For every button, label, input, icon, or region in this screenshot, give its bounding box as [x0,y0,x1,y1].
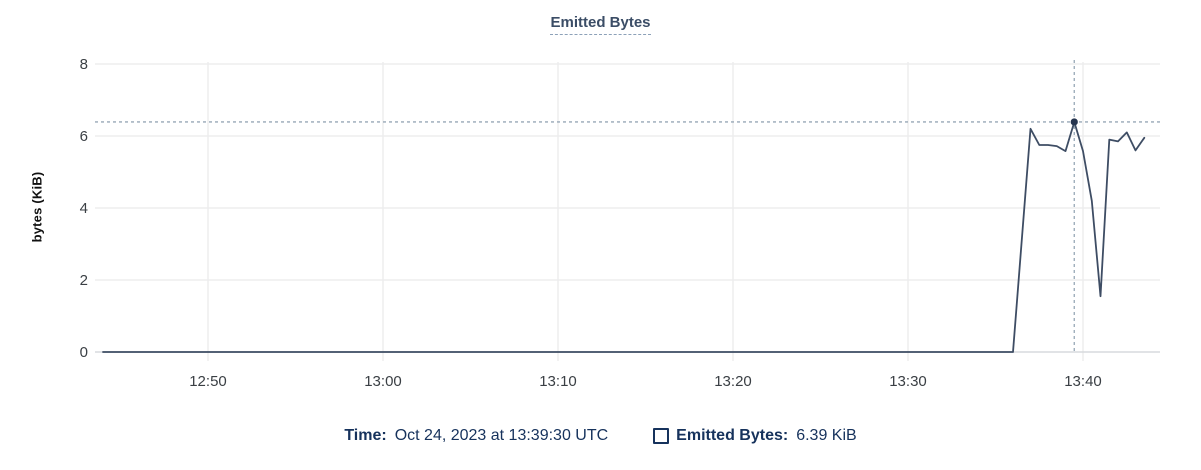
legend-time-value: Oct 24, 2023 at 13:39:30 UTC [394,427,609,444]
x-tick-label: 13:10 [539,373,577,390]
legend-bar: Time: Oct 24, 2023 at 13:39:30 UTC Emitt… [0,427,1201,445]
x-tick-label: 13:20 [714,373,752,390]
x-tick-label: 13:40 [1064,373,1102,390]
y-tick-label: 4 [80,200,88,217]
y-tick-label: 6 [80,128,88,145]
y-tick-label: 8 [80,56,88,73]
legend-time: Time: Oct 24, 2023 at 13:39:30 UTC [344,427,608,445]
hover-point-marker [1070,118,1078,126]
title-row: Emitted Bytes [0,14,1201,35]
x-axis-tick-labels: 12:50 13:00 13:10 13:20 13:30 13:40 [189,373,1102,390]
crosshair-dashed-lines [95,60,1160,352]
x-tick-label: 12:50 [189,373,227,390]
legend-series-label: Emitted Bytes: [676,427,789,444]
x-tick-label: 13:00 [364,373,402,390]
legend-item-emitted-bytes[interactable]: Emitted Bytes: 6.39 KiB [653,427,857,445]
gridlines [95,62,1160,361]
line-chart-plot-area[interactable]: 8 6 4 2 0 12:50 13:00 13:10 13:20 13:30 13:40 [0,0,1201,400]
y-tick-label: 0 [80,344,88,361]
emitted-bytes-line [102,121,1146,353]
legend-swatch-icon [653,428,670,444]
y-tick-label: 2 [80,272,88,289]
chart-title[interactable]: Emitted Bytes [550,14,651,35]
legend-time-label: Time: [344,427,387,444]
x-tick-label: 13:30 [889,373,927,390]
y-axis-title: bytes (KiB) [29,171,45,243]
legend-series-value: 6.39 KiB [796,427,857,444]
y-axis-tick-labels: 8 6 4 2 0 [80,56,88,361]
